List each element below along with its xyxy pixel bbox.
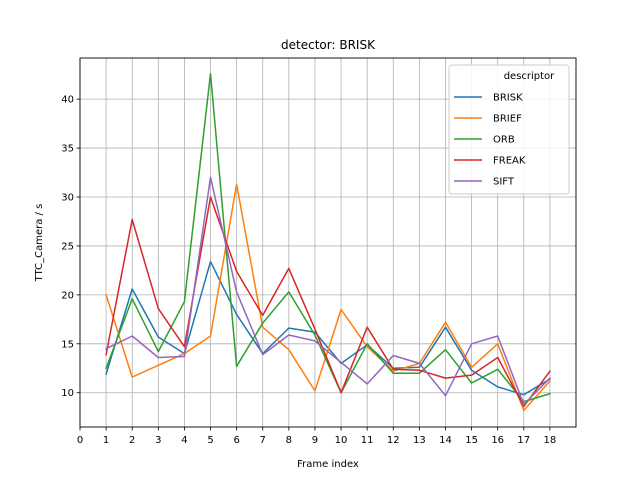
series-line-orb bbox=[105, 72, 551, 403]
x-axis: 0 1 2 3 4 5 6 7 8 9 10 11 12 13 14 15 16 17 18 bbox=[77, 427, 556, 446]
y-axis-label: TTC_Camera / s bbox=[34, 204, 45, 283]
legend-box bbox=[448, 64, 570, 195]
x-tick-label: 7 bbox=[260, 435, 266, 446]
legend-entries: BRISK BRIEF ORB FREAK SIFT bbox=[454, 93, 526, 188]
x-axis-label: Frame index bbox=[297, 459, 359, 470]
series-line-sift bbox=[105, 176, 551, 406]
legend: descriptor BRISK BRIEF ORB FREAK SIFT bbox=[448, 64, 570, 195]
x-tick-label: 12 bbox=[387, 435, 400, 446]
x-tick-label: 16 bbox=[491, 435, 504, 446]
x-tick-label: 15 bbox=[465, 435, 478, 446]
y-tick-label: 20 bbox=[61, 290, 74, 301]
series-line-freak bbox=[105, 196, 551, 408]
legend-label-sift: SIFT bbox=[493, 177, 515, 188]
x-tick-label: 10 bbox=[335, 435, 348, 446]
y-tick-label: 10 bbox=[61, 388, 74, 399]
legend-label-brief: BRIEF bbox=[493, 114, 522, 125]
y-tick-label: 15 bbox=[61, 339, 74, 350]
series-lines bbox=[105, 72, 551, 412]
legend-title: descriptor bbox=[504, 71, 555, 82]
x-tick-label: 14 bbox=[439, 435, 452, 446]
plot-frame bbox=[79, 57, 577, 428]
grid bbox=[79, 58, 576, 427]
x-tick-label: 2 bbox=[129, 435, 135, 446]
x-tick-label: 4 bbox=[181, 435, 187, 446]
legend-label-brisk: BRISK bbox=[493, 93, 523, 104]
x-tick-label: 18 bbox=[544, 435, 557, 446]
x-tick-label: 1 bbox=[103, 435, 109, 446]
x-tick-label: 11 bbox=[361, 435, 374, 446]
x-tick-label: 3 bbox=[155, 435, 161, 446]
y-tick-label: 40 bbox=[61, 95, 74, 106]
x-tick-label: 0 bbox=[77, 435, 83, 446]
x-tick-label: 17 bbox=[517, 435, 530, 446]
y-axis: 10 15 20 25 30 35 40 bbox=[61, 95, 80, 399]
x-tick-label: 9 bbox=[312, 435, 318, 446]
x-tick-label: 6 bbox=[233, 435, 239, 446]
legend-label-freak: FREAK bbox=[493, 156, 526, 167]
chart-title: detector: BRISK bbox=[281, 38, 376, 52]
y-tick-label: 35 bbox=[61, 144, 74, 155]
x-tick-label: 8 bbox=[286, 435, 292, 446]
legend-label-orb: ORB bbox=[493, 135, 515, 146]
series-line-brief bbox=[105, 183, 551, 412]
x-tick-label: 5 bbox=[207, 435, 213, 446]
x-tick-label: 13 bbox=[413, 435, 426, 446]
y-tick-label: 25 bbox=[61, 241, 74, 252]
y-tick-label: 30 bbox=[61, 192, 74, 203]
